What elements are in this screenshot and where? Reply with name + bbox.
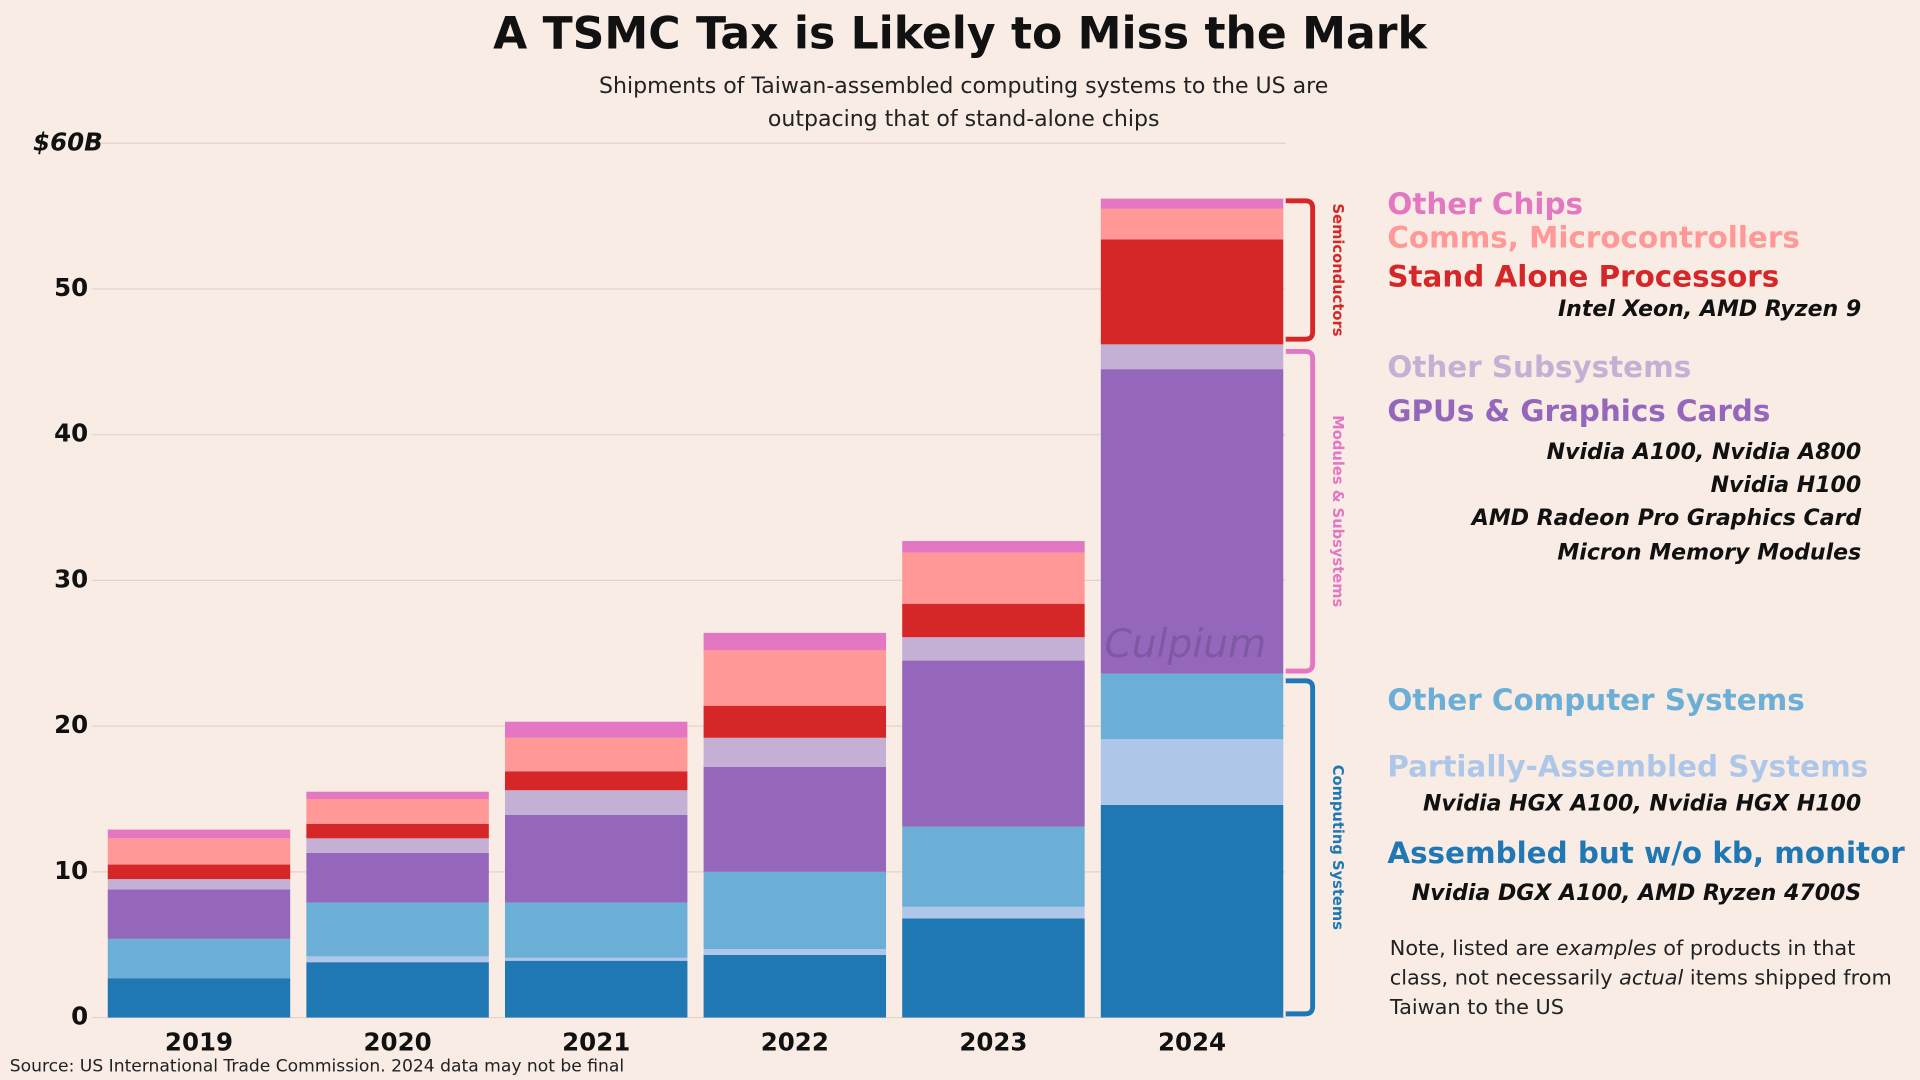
bar-segment <box>107 829 291 839</box>
legend-label: Assembled but w/o kb, monitor <box>1387 836 1905 870</box>
bar-segment <box>504 815 688 903</box>
y-tick-label: 30 <box>54 564 88 593</box>
bar-segment <box>902 918 1085 1018</box>
note-part: actual <box>1619 966 1684 991</box>
bar-segment <box>504 721 688 738</box>
bar-segment <box>902 541 1085 553</box>
note-part: Note, listed are <box>1389 936 1556 962</box>
legend-example: AMD Radeon Pro Graphics Card <box>1470 506 1862 531</box>
legend-example: Micron Memory Modules <box>1557 540 1861 565</box>
x-tick-label: 2020 <box>364 1027 432 1056</box>
bar-segment <box>107 879 291 890</box>
bar-segment <box>703 650 887 706</box>
y-tick-label: 40 <box>54 419 88 448</box>
bar-segment <box>107 838 291 865</box>
bar-segment <box>902 906 1085 919</box>
y-tick-label: $60B <box>33 127 103 156</box>
legend-example: Nvidia H100 <box>1711 473 1862 498</box>
note-part: items shipped from Taiwan to the US <box>1389 966 1892 1020</box>
bar-segment <box>1100 208 1284 240</box>
legend-label: Other Computer Systems <box>1387 683 1804 717</box>
bar-segment <box>306 791 489 799</box>
bar-segment <box>902 660 1085 827</box>
bar-segment <box>902 552 1085 604</box>
bar-segment <box>306 838 489 853</box>
legend-label: Other Chips <box>1387 187 1583 221</box>
legend-example: Nvidia DGX A100, AMD Ryzen 4700S <box>1412 881 1861 906</box>
x-tick-label: 2024 <box>1158 1027 1226 1056</box>
bar-segment <box>504 771 688 791</box>
note-part: of products in that class, not necessari… <box>1389 936 1856 991</box>
bar-segment <box>1100 369 1284 674</box>
y-tick-label: 50 <box>54 273 88 302</box>
bar-segment <box>504 957 688 961</box>
bar-segment <box>306 852 489 903</box>
group-bracket <box>1285 198 1316 342</box>
legend-example: Nvidia A100, Nvidia A800 <box>1547 440 1862 465</box>
bar-segment <box>504 902 688 958</box>
note: Note, listed are examples of products in… <box>1390 934 1917 1022</box>
legend-example: Nvidia HGX A100, Nvidia HGX H100 <box>1423 791 1861 816</box>
bar-segment <box>1100 739 1284 805</box>
group-bracket <box>1285 678 1316 1017</box>
y-tick-label: 20 <box>54 710 88 739</box>
bar-segment <box>902 603 1085 638</box>
bar-segment <box>902 826 1085 907</box>
subtitle: outpacing that of stand-alone chips <box>768 107 1160 132</box>
bar-segment <box>703 766 887 872</box>
bar-segment <box>1100 344 1284 370</box>
bar-segment <box>1100 804 1284 1018</box>
bar-segment <box>107 889 291 939</box>
legend-label: Partially-Assembled Systems <box>1387 749 1868 783</box>
source: Source: US International Trade Commissio… <box>10 1057 624 1077</box>
bar-segment <box>107 864 291 880</box>
bar-segment <box>504 960 688 1018</box>
bar-segment <box>306 956 489 963</box>
x-tick-label: 2022 <box>761 1027 829 1056</box>
legend-label: Other Subsystems <box>1387 350 1691 384</box>
x-tick-label: 2021 <box>562 1027 630 1056</box>
x-tick-label: 2023 <box>959 1027 1027 1056</box>
watermark: Culpium <box>1104 622 1266 667</box>
y-tick-label: 10 <box>54 856 88 885</box>
bar-segment <box>504 737 688 772</box>
group-label: Computing Systems <box>1329 765 1346 930</box>
bar-segment <box>504 790 688 816</box>
bar-segment <box>703 705 887 738</box>
bar-segment <box>703 871 887 950</box>
bar-segment <box>107 938 291 979</box>
bar-segment <box>306 902 489 957</box>
bar-segment <box>703 949 887 955</box>
bar-segment <box>306 962 489 1018</box>
note-box: Note, listed are examples of products in… <box>1390 934 1917 1022</box>
bar-segment <box>703 954 887 1018</box>
subtitle: Shipments of Taiwan-assembled computing … <box>599 74 1328 99</box>
bar-segment <box>902 637 1085 661</box>
y-tick-label: 0 <box>71 1002 88 1031</box>
note-part: examples <box>1555 936 1657 962</box>
legend-label: Comms, Microcontrollers <box>1387 220 1799 254</box>
bar-segment <box>306 823 489 839</box>
group-label: Modules & Subsystems <box>1329 415 1346 607</box>
group-bracket <box>1285 348 1316 674</box>
legend-label: GPUs & Graphics Cards <box>1387 394 1770 428</box>
bar-segment <box>703 632 887 651</box>
chart-title: A TSMC Tax is Likely to Miss the Mark <box>493 9 1428 60</box>
x-tick-label: 2019 <box>165 1027 233 1056</box>
bar-segment <box>1100 198 1284 209</box>
bar-segment <box>703 737 887 767</box>
bar-segment <box>1100 239 1284 345</box>
bar-segment <box>107 978 291 1018</box>
legend-label: Stand Alone Processors <box>1387 259 1779 293</box>
bar-segment <box>306 798 489 824</box>
group-label: Semiconductors <box>1329 204 1346 337</box>
bar-segment <box>1100 673 1284 740</box>
legend-example: Intel Xeon, AMD Ryzen 9 <box>1558 297 1861 322</box>
